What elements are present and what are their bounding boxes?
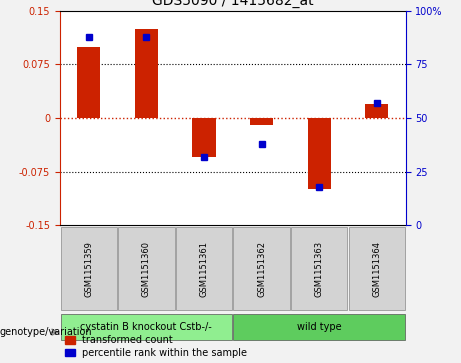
Bar bbox=[176, 227, 232, 310]
Bar bbox=[60, 227, 117, 310]
Bar bbox=[60, 314, 232, 340]
Bar bbox=[308, 118, 331, 189]
Text: GSM1151364: GSM1151364 bbox=[372, 241, 381, 297]
Bar bbox=[233, 314, 405, 340]
Bar bbox=[118, 227, 175, 310]
Title: GDS5090 / 1415682_at: GDS5090 / 1415682_at bbox=[152, 0, 313, 8]
Text: GSM1151360: GSM1151360 bbox=[142, 241, 151, 297]
Bar bbox=[250, 118, 273, 125]
Bar bbox=[135, 29, 158, 118]
Text: wild type: wild type bbox=[297, 322, 342, 332]
Bar bbox=[349, 227, 405, 310]
Text: GSM1151359: GSM1151359 bbox=[84, 241, 93, 297]
Text: genotype/variation: genotype/variation bbox=[0, 327, 93, 337]
Legend: transformed count, percentile rank within the sample: transformed count, percentile rank withi… bbox=[65, 335, 247, 358]
Bar bbox=[233, 227, 290, 310]
Text: cystatin B knockout Cstb-/-: cystatin B knockout Cstb-/- bbox=[81, 322, 212, 332]
Bar bbox=[291, 227, 348, 310]
Bar bbox=[365, 104, 388, 118]
Text: GSM1151363: GSM1151363 bbox=[315, 241, 324, 297]
Bar bbox=[193, 118, 216, 157]
Bar bbox=[77, 46, 100, 118]
Text: GSM1151362: GSM1151362 bbox=[257, 241, 266, 297]
Text: GSM1151361: GSM1151361 bbox=[200, 241, 208, 297]
